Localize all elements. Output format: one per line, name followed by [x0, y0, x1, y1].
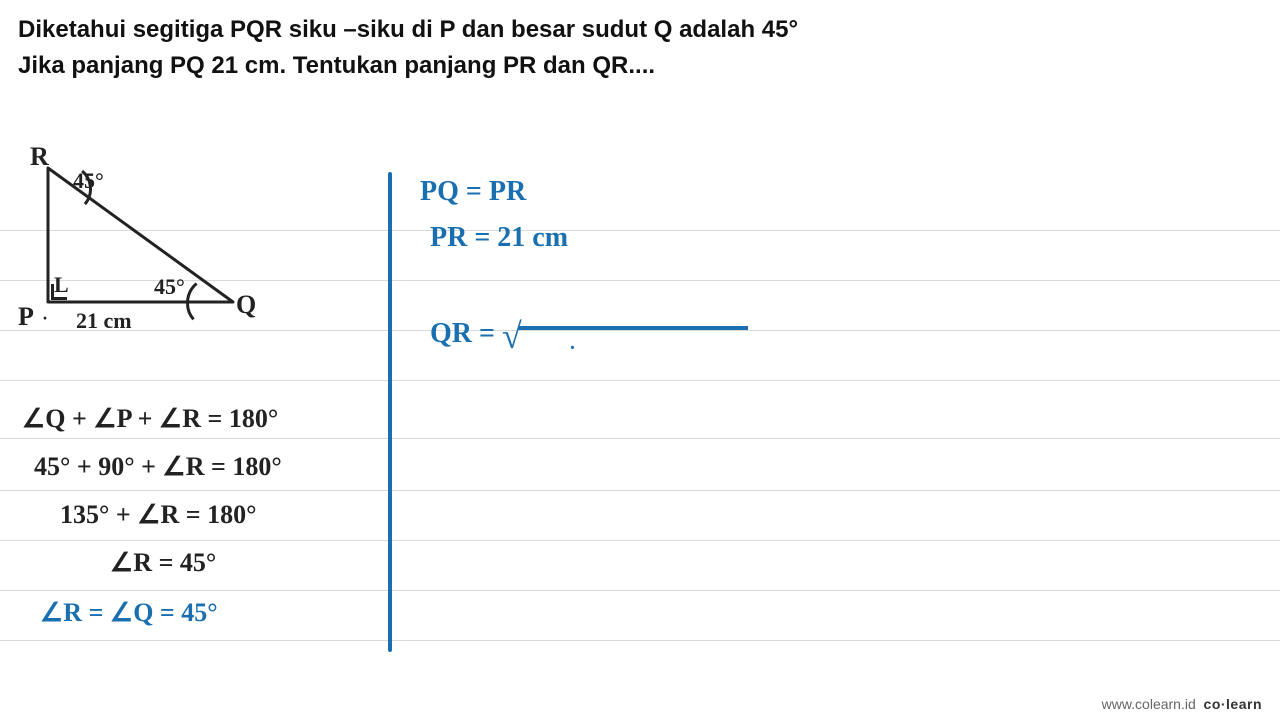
triangle-sketch: R P Q 45° 45° L 21 cm · [18, 162, 278, 372]
eq-right-2: PR = 21 cm [430, 222, 568, 254]
dot: · [42, 308, 48, 329]
rule-line [0, 380, 1280, 381]
footer-brand: co·learn [1204, 696, 1262, 712]
vertex-q: Q [236, 290, 256, 320]
eq-left-2: 45° + 90° + ∠R = 180° [34, 452, 282, 482]
eq-left-5: ∠R = ∠Q = 45° [40, 598, 218, 628]
eq-left-1: ∠Q + ∠P + ∠R = 180° [22, 404, 278, 434]
eq-right-3: QR = √ . [430, 318, 748, 354]
base-length: 21 cm [76, 308, 132, 334]
column-divider [388, 172, 392, 652]
vertex-r: R [30, 142, 49, 172]
rule-line [0, 640, 1280, 641]
rule-line [0, 540, 1280, 541]
rule-line [0, 490, 1280, 491]
footer-url: www.colearn.id [1102, 696, 1196, 712]
eq-left-3: 135° + ∠R = 180° [60, 500, 257, 530]
problem-line-1: Diketahui segitiga PQR siku –siku di P d… [18, 12, 1262, 48]
radical-icon: √ [502, 318, 748, 354]
qr-equals: QR = [430, 318, 495, 349]
eq-left-4: ∠R = 45° [110, 548, 216, 578]
angle-q-label: 45° [154, 274, 185, 300]
dot-under-radical: . [570, 332, 575, 355]
problem-line-2: Jika panjang PQ 21 cm. Tentukan panjang … [18, 48, 1262, 84]
angle-r-label: 45° [73, 168, 104, 194]
eq-right-1: PQ = PR [420, 176, 526, 208]
rule-line [0, 590, 1280, 591]
right-angle-letter: L [54, 272, 69, 298]
vertex-p: P [18, 302, 34, 332]
rule-line [0, 438, 1280, 439]
footer: www.colearn.id co·learn [1102, 696, 1262, 712]
